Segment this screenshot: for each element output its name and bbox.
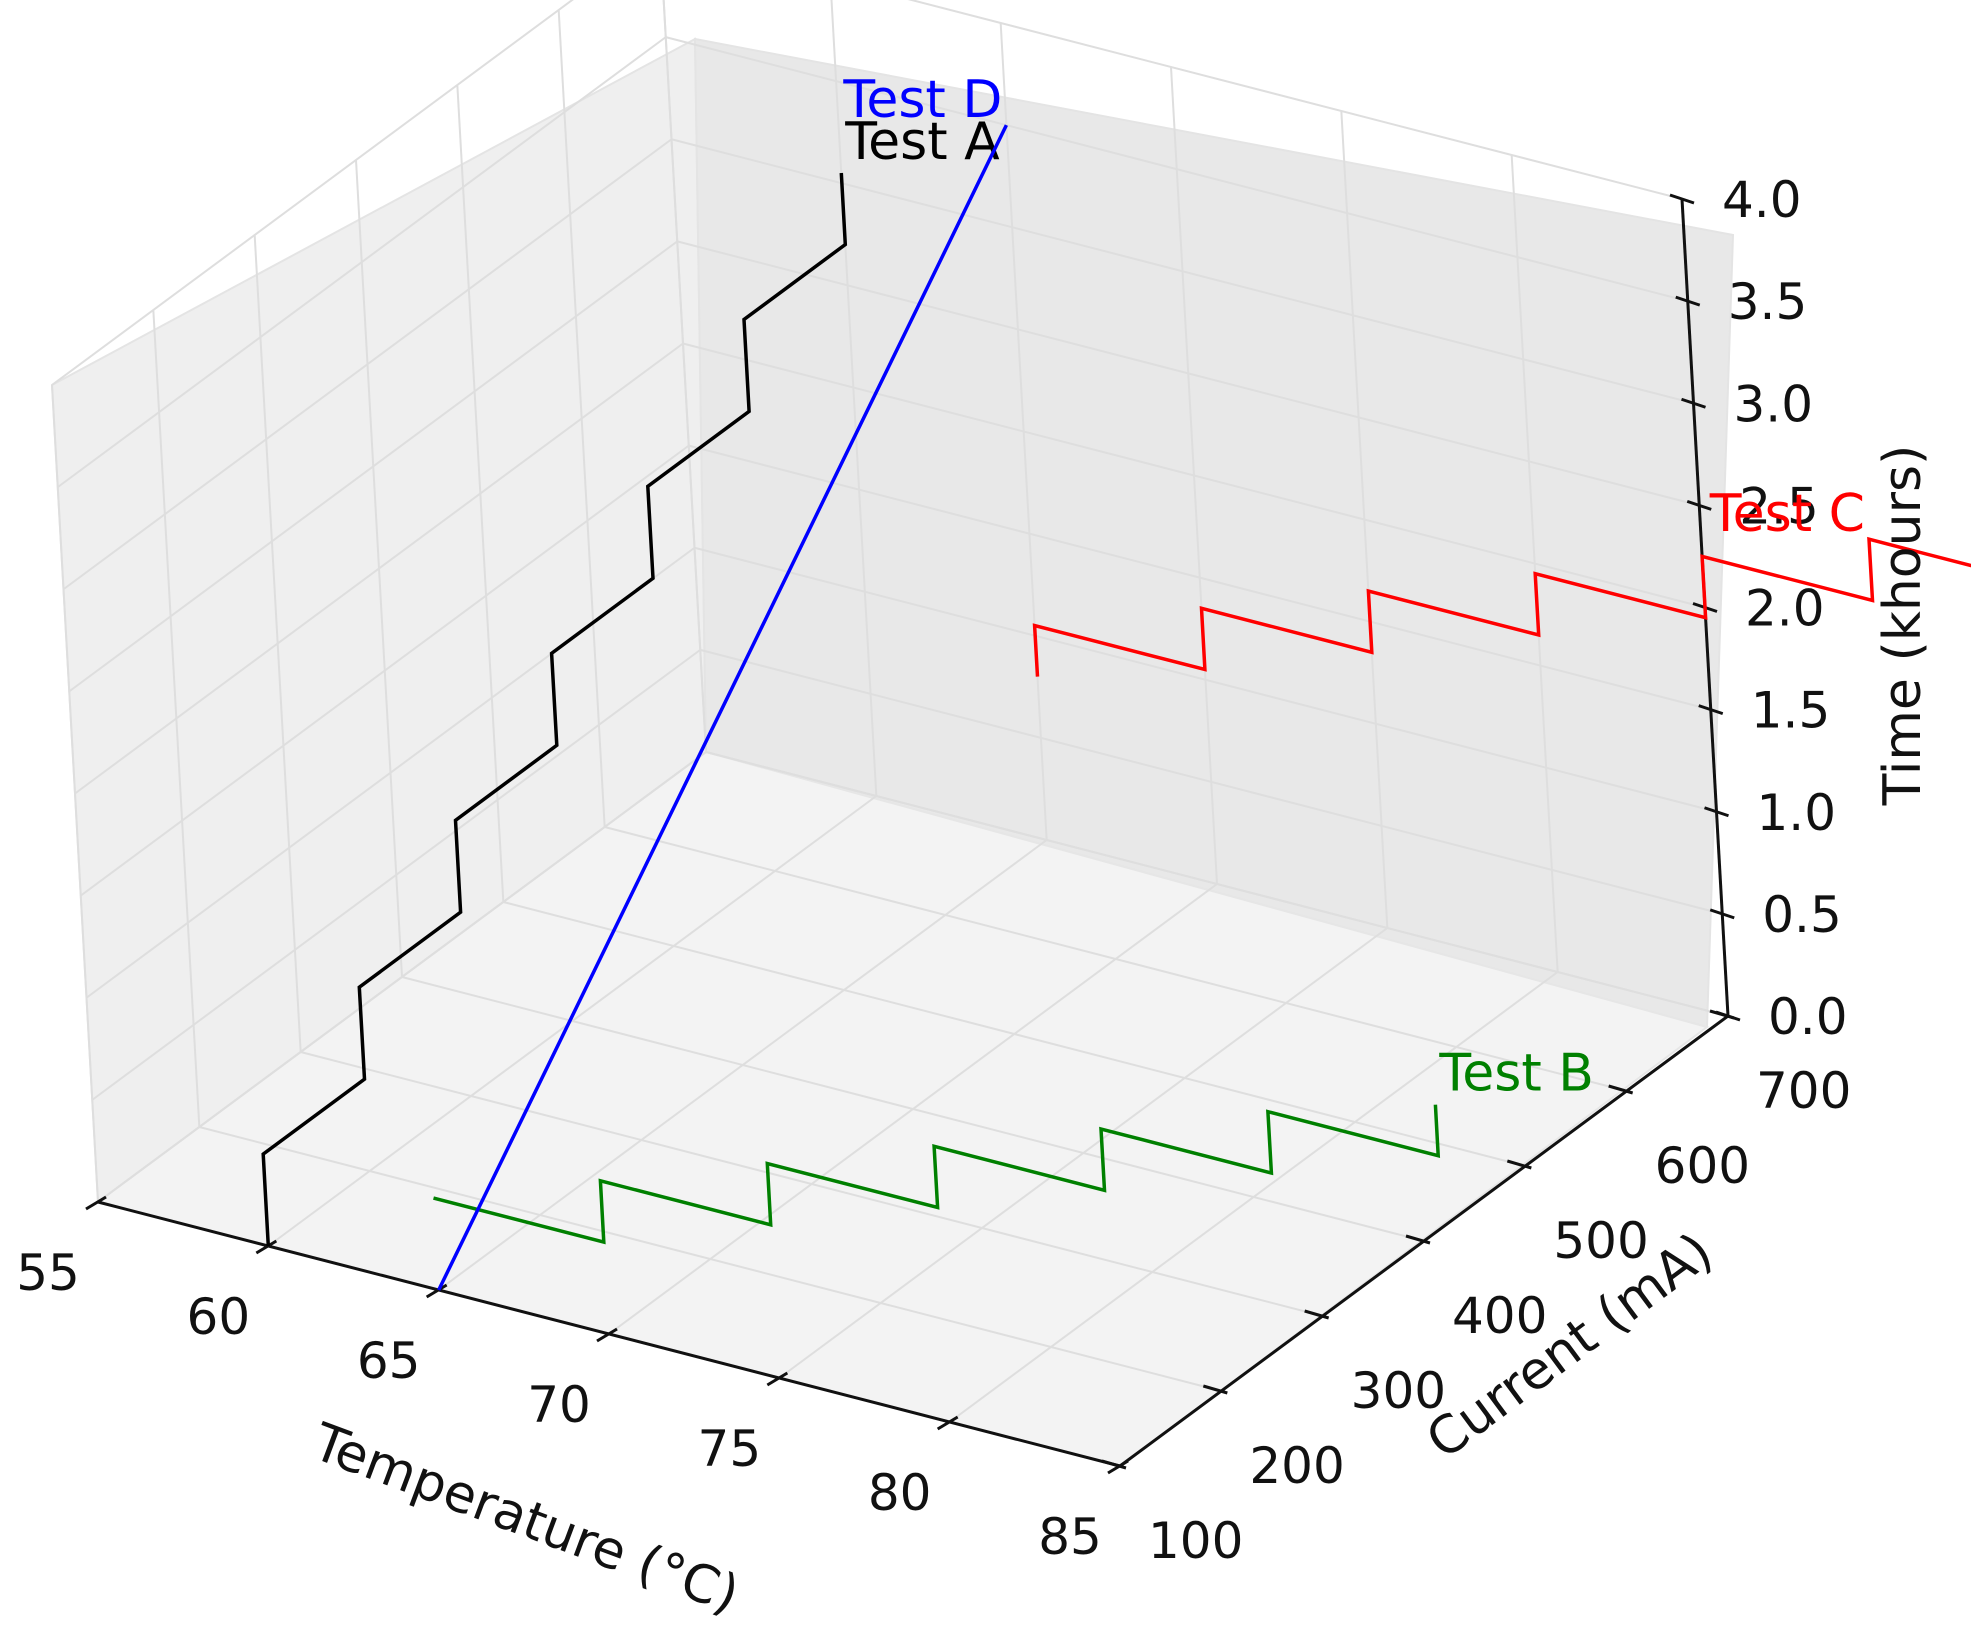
z-tick bbox=[1709, 908, 1735, 920]
y-tick-label: 600 bbox=[1655, 1137, 1750, 1195]
x-tick bbox=[936, 1415, 959, 1431]
grid-line bbox=[705, 751, 1729, 1017]
z-tick bbox=[1698, 704, 1724, 716]
grid-line bbox=[300, 1051, 1323, 1317]
series-line-test-c bbox=[1032, 536, 1971, 677]
z-tick-label: 0.5 bbox=[1762, 886, 1842, 944]
grid-line bbox=[503, 901, 1526, 1167]
grid-line bbox=[80, 444, 690, 897]
x-tick-label: 70 bbox=[527, 1376, 591, 1434]
grid-line bbox=[688, 444, 1712, 711]
z-tick-label: 3.5 bbox=[1728, 273, 1808, 331]
grid-line bbox=[97, 751, 707, 1203]
x-axis-label: Temperature (°C) bbox=[304, 1412, 746, 1626]
y-tick-label: 200 bbox=[1249, 1437, 1344, 1495]
series-label-test-c: Test C bbox=[1709, 484, 1865, 544]
y-tick-label: 100 bbox=[1148, 1512, 1243, 1570]
x-tick bbox=[85, 1195, 107, 1211]
grid-line bbox=[51, 0, 574, 386]
z-tick bbox=[1681, 397, 1706, 409]
series-label-test-a: Test A bbox=[844, 112, 1000, 172]
z-tick bbox=[1715, 1010, 1741, 1022]
z-tick bbox=[1675, 295, 1701, 307]
z-tick bbox=[1704, 806, 1729, 818]
z-tick-label: 1.5 bbox=[1751, 682, 1831, 740]
y-tick-label: 300 bbox=[1351, 1362, 1446, 1420]
z-axis-label: Time (khours) bbox=[1873, 445, 1933, 807]
z-tick-label: 4.0 bbox=[1722, 171, 1802, 229]
grid-line bbox=[676, 240, 1700, 507]
grid-line bbox=[74, 342, 684, 795]
y-tick bbox=[1101, 1459, 1127, 1470]
z-tick bbox=[1669, 193, 1695, 205]
x-tick-label: 75 bbox=[698, 1420, 762, 1478]
grid-lines bbox=[51, 0, 1729, 1467]
grid-line bbox=[682, 342, 1706, 609]
grid-line bbox=[62, 138, 673, 591]
grid-line bbox=[665, 36, 1689, 303]
x-tick bbox=[425, 1283, 448, 1299]
series-label-test-d: Test D bbox=[842, 70, 1002, 130]
grid-line bbox=[68, 240, 678, 693]
series-line-test-d bbox=[437, 124, 1008, 1291]
grid-line bbox=[604, 826, 1627, 1092]
z-tick-label: 0.0 bbox=[1768, 988, 1848, 1046]
grid-line bbox=[91, 649, 701, 1101]
grid-line bbox=[699, 648, 1723, 915]
grid-line bbox=[57, 36, 667, 488]
z-tick-label: 2.0 bbox=[1745, 580, 1825, 638]
grid-line bbox=[694, 546, 1717, 813]
z-tick-label: 3.0 bbox=[1734, 375, 1814, 433]
series-label-test-b: Test B bbox=[1438, 1044, 1594, 1104]
grid-line bbox=[907, 0, 1683, 200]
y-tick bbox=[1202, 1384, 1228, 1395]
series-line-test-a bbox=[261, 172, 848, 1247]
x-tick-label: 80 bbox=[868, 1464, 932, 1522]
z-tick-label: 1.0 bbox=[1757, 784, 1837, 842]
z-tick bbox=[1686, 499, 1712, 511]
x-tick-label: 85 bbox=[1038, 1508, 1102, 1566]
y-tick-label: 400 bbox=[1452, 1287, 1547, 1345]
x-tick-label: 65 bbox=[357, 1332, 421, 1390]
grid-line bbox=[199, 1126, 1222, 1392]
z-tick-label: 2.5 bbox=[1739, 477, 1819, 535]
y-tick bbox=[1608, 1084, 1634, 1095]
y-tick bbox=[1304, 1309, 1330, 1320]
y-tick-label: 700 bbox=[1756, 1062, 1851, 1120]
x-tick-label: 55 bbox=[16, 1244, 80, 1302]
series-line-test-b bbox=[433, 1104, 1441, 1245]
x-tick-label: 60 bbox=[187, 1288, 251, 1346]
y-tick-label: 500 bbox=[1553, 1212, 1648, 1270]
y-tick bbox=[1506, 1159, 1532, 1170]
x-tick bbox=[766, 1371, 789, 1387]
x-tick bbox=[596, 1327, 618, 1343]
x-tick bbox=[255, 1239, 278, 1255]
y-tick bbox=[1405, 1234, 1431, 1245]
data-series: Test A Test B Test C Test D bbox=[261, 70, 1971, 1291]
grid-line bbox=[401, 976, 1425, 1242]
